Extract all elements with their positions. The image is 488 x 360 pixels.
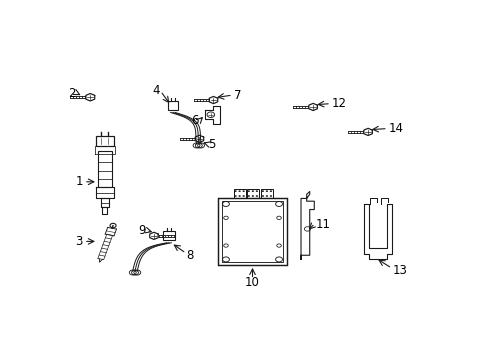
- Circle shape: [251, 190, 253, 192]
- Text: 10: 10: [244, 276, 260, 289]
- Text: 11: 11: [315, 218, 330, 231]
- Text: 14: 14: [388, 122, 403, 135]
- Circle shape: [265, 190, 267, 192]
- Circle shape: [269, 190, 271, 192]
- Circle shape: [234, 190, 236, 192]
- Bar: [218, 198, 286, 265]
- Circle shape: [265, 195, 267, 197]
- Text: 8: 8: [186, 249, 193, 262]
- Text: 5: 5: [208, 138, 215, 150]
- Circle shape: [242, 195, 244, 197]
- Bar: [96, 136, 114, 146]
- Circle shape: [261, 195, 264, 197]
- Bar: [97, 151, 112, 187]
- Circle shape: [251, 195, 253, 197]
- Circle shape: [255, 195, 258, 197]
- Text: 2: 2: [68, 87, 75, 100]
- Bar: [233, 189, 245, 198]
- Bar: [167, 102, 178, 110]
- Circle shape: [234, 195, 236, 197]
- Circle shape: [238, 190, 240, 192]
- Text: 13: 13: [392, 264, 407, 277]
- Text: 6: 6: [190, 114, 198, 127]
- Circle shape: [247, 195, 249, 197]
- Text: 7: 7: [233, 89, 241, 102]
- Circle shape: [261, 190, 264, 192]
- Text: 3: 3: [75, 235, 82, 248]
- Circle shape: [247, 190, 249, 192]
- Text: 4: 4: [152, 84, 159, 97]
- Bar: [246, 189, 259, 198]
- Bar: [260, 189, 272, 198]
- Circle shape: [255, 190, 258, 192]
- Bar: [222, 201, 282, 262]
- Circle shape: [242, 190, 244, 192]
- Circle shape: [238, 195, 240, 197]
- Text: 1: 1: [75, 175, 82, 188]
- Bar: [163, 231, 175, 240]
- Circle shape: [269, 195, 271, 197]
- Text: 9: 9: [138, 224, 145, 237]
- Text: 12: 12: [331, 97, 346, 110]
